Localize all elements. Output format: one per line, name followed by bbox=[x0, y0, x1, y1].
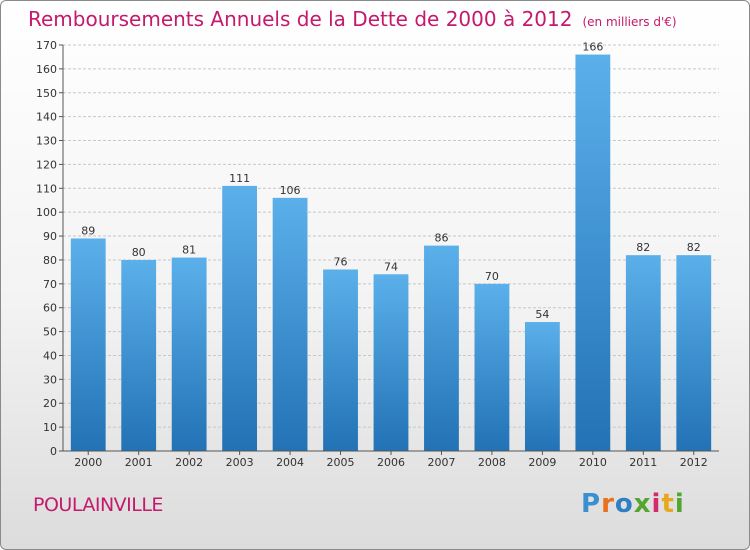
y-tick-label: 30 bbox=[43, 373, 57, 386]
chart-title: Remboursements Annuels de la Dette de 20… bbox=[28, 7, 677, 31]
x-tick-label: 2002 bbox=[175, 456, 203, 469]
y-tick-label: 60 bbox=[43, 302, 57, 315]
bar-2009 bbox=[524, 322, 560, 451]
x-tick-label: 2009 bbox=[528, 456, 556, 469]
x-tick-label: 2005 bbox=[327, 456, 355, 469]
y-tick-label: 170 bbox=[36, 39, 57, 52]
y-tick-label: 10 bbox=[43, 421, 57, 434]
x-tick-label: 2011 bbox=[629, 456, 657, 469]
x-tick-label: 2003 bbox=[226, 456, 254, 469]
data-label: 70 bbox=[485, 270, 499, 283]
y-tick-label: 90 bbox=[43, 230, 57, 243]
y-tick-label: 150 bbox=[36, 87, 57, 100]
logo-letter: i bbox=[674, 489, 685, 519]
bar-2003 bbox=[222, 185, 258, 451]
logo-letter: P bbox=[581, 489, 602, 519]
data-label: 106 bbox=[280, 184, 301, 197]
y-tick-label: 20 bbox=[43, 397, 57, 410]
data-label: 76 bbox=[334, 255, 348, 268]
bar-2005 bbox=[323, 269, 358, 451]
data-label: 82 bbox=[687, 241, 701, 254]
x-tick-label: 2008 bbox=[478, 456, 506, 469]
bar-2008 bbox=[474, 283, 510, 451]
unit-label: (en milliers d'€) bbox=[582, 15, 677, 29]
bar-2006 bbox=[373, 274, 409, 451]
logo-letter: i bbox=[651, 489, 662, 519]
bar-2010 bbox=[575, 54, 611, 451]
labels: 0 10 20 30 40 50 60 70 80 90 100 110 120 130 140 150 160… bbox=[36, 39, 708, 469]
data-label: 54 bbox=[535, 308, 549, 321]
axes bbox=[59, 44, 719, 455]
logo-letter: x bbox=[633, 489, 652, 519]
x-tick-label: 2012 bbox=[680, 456, 708, 469]
y-tick-label: 120 bbox=[36, 158, 57, 171]
data-label: 82 bbox=[636, 241, 650, 254]
data-label: 89 bbox=[81, 224, 95, 237]
data-label: 80 bbox=[132, 246, 146, 259]
bar-2012 bbox=[676, 255, 712, 451]
bar-2007 bbox=[424, 245, 459, 451]
y-tick-label: 80 bbox=[43, 254, 57, 267]
data-label: 166 bbox=[582, 41, 603, 54]
logo-letter: o bbox=[614, 489, 634, 519]
bar-2004 bbox=[272, 197, 308, 451]
y-tick-label: 70 bbox=[43, 278, 57, 291]
logo-letter: t bbox=[661, 489, 675, 519]
y-tick-label: 130 bbox=[36, 135, 57, 148]
x-tick-label: 2006 bbox=[377, 456, 405, 469]
title-text: Remboursements Annuels de la Dette de 20… bbox=[28, 7, 573, 31]
x-tick-label: 2007 bbox=[427, 456, 455, 469]
x-tick-label: 2010 bbox=[579, 456, 607, 469]
y-tick-label: 110 bbox=[36, 182, 57, 195]
y-tick-label: 0 bbox=[50, 445, 57, 458]
bar-2002 bbox=[171, 257, 207, 451]
y-tick-label: 140 bbox=[36, 111, 57, 124]
y-tick-label: 160 bbox=[36, 63, 57, 76]
y-tick-label: 100 bbox=[36, 206, 57, 219]
data-label: 111 bbox=[229, 172, 250, 185]
proxiti-logo: Proxiti bbox=[581, 489, 685, 519]
x-tick-label: 2001 bbox=[125, 456, 153, 469]
data-label: 86 bbox=[434, 232, 448, 245]
y-tick-label: 40 bbox=[43, 349, 57, 362]
x-tick-label: 2004 bbox=[276, 456, 304, 469]
y-tick-label: 50 bbox=[43, 326, 57, 339]
bars bbox=[70, 54, 712, 451]
bar-2011 bbox=[625, 255, 661, 451]
logo-letter: r bbox=[601, 489, 615, 519]
data-label: 74 bbox=[384, 260, 398, 273]
data-label: 81 bbox=[182, 244, 196, 257]
bar-2000 bbox=[70, 238, 106, 451]
place-name: POULAINVILLE bbox=[33, 494, 163, 516]
x-tick-label: 2000 bbox=[74, 456, 102, 469]
bar-2001 bbox=[121, 259, 157, 451]
